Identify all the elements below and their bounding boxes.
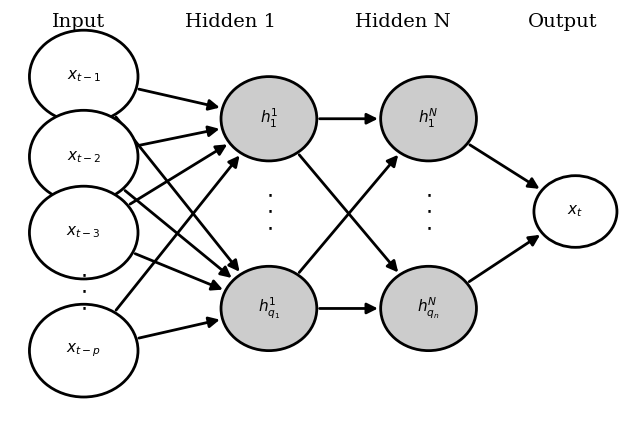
Text: $h_1^N$: $h_1^N$ <box>419 107 439 130</box>
Text: $x_t$: $x_t$ <box>568 203 584 220</box>
Text: $x_{t-2}$: $x_{t-2}$ <box>67 149 101 165</box>
Text: Hidden N: Hidden N <box>355 14 451 31</box>
Text: $\cdot$
$\cdot$
$\cdot$: $\cdot$ $\cdot$ $\cdot$ <box>266 185 272 238</box>
Text: $h_{q_1}^1$: $h_{q_1}^1$ <box>258 296 280 321</box>
Ellipse shape <box>221 266 317 351</box>
Text: Input: Input <box>52 14 105 31</box>
Text: Output: Output <box>528 14 598 31</box>
Text: $h_{q_n}^N$: $h_{q_n}^N$ <box>417 296 440 321</box>
Ellipse shape <box>381 77 476 161</box>
Text: $\cdot$
$\cdot$
$\cdot$: $\cdot$ $\cdot$ $\cdot$ <box>81 265 87 319</box>
Text: $x_{t-p}$: $x_{t-p}$ <box>66 342 101 360</box>
Ellipse shape <box>29 304 138 397</box>
Text: $\cdot$
$\cdot$
$\cdot$: $\cdot$ $\cdot$ $\cdot$ <box>425 185 432 238</box>
Ellipse shape <box>381 266 476 351</box>
Ellipse shape <box>29 110 138 203</box>
Ellipse shape <box>534 176 617 247</box>
Text: Hidden 1: Hidden 1 <box>185 14 276 31</box>
Text: $x_{t-3}$: $x_{t-3}$ <box>67 225 101 240</box>
Text: $h_1^1$: $h_1^1$ <box>260 107 278 130</box>
Ellipse shape <box>221 77 317 161</box>
Text: $x_{t-1}$: $x_{t-1}$ <box>67 69 101 85</box>
Ellipse shape <box>29 186 138 279</box>
Ellipse shape <box>29 30 138 123</box>
